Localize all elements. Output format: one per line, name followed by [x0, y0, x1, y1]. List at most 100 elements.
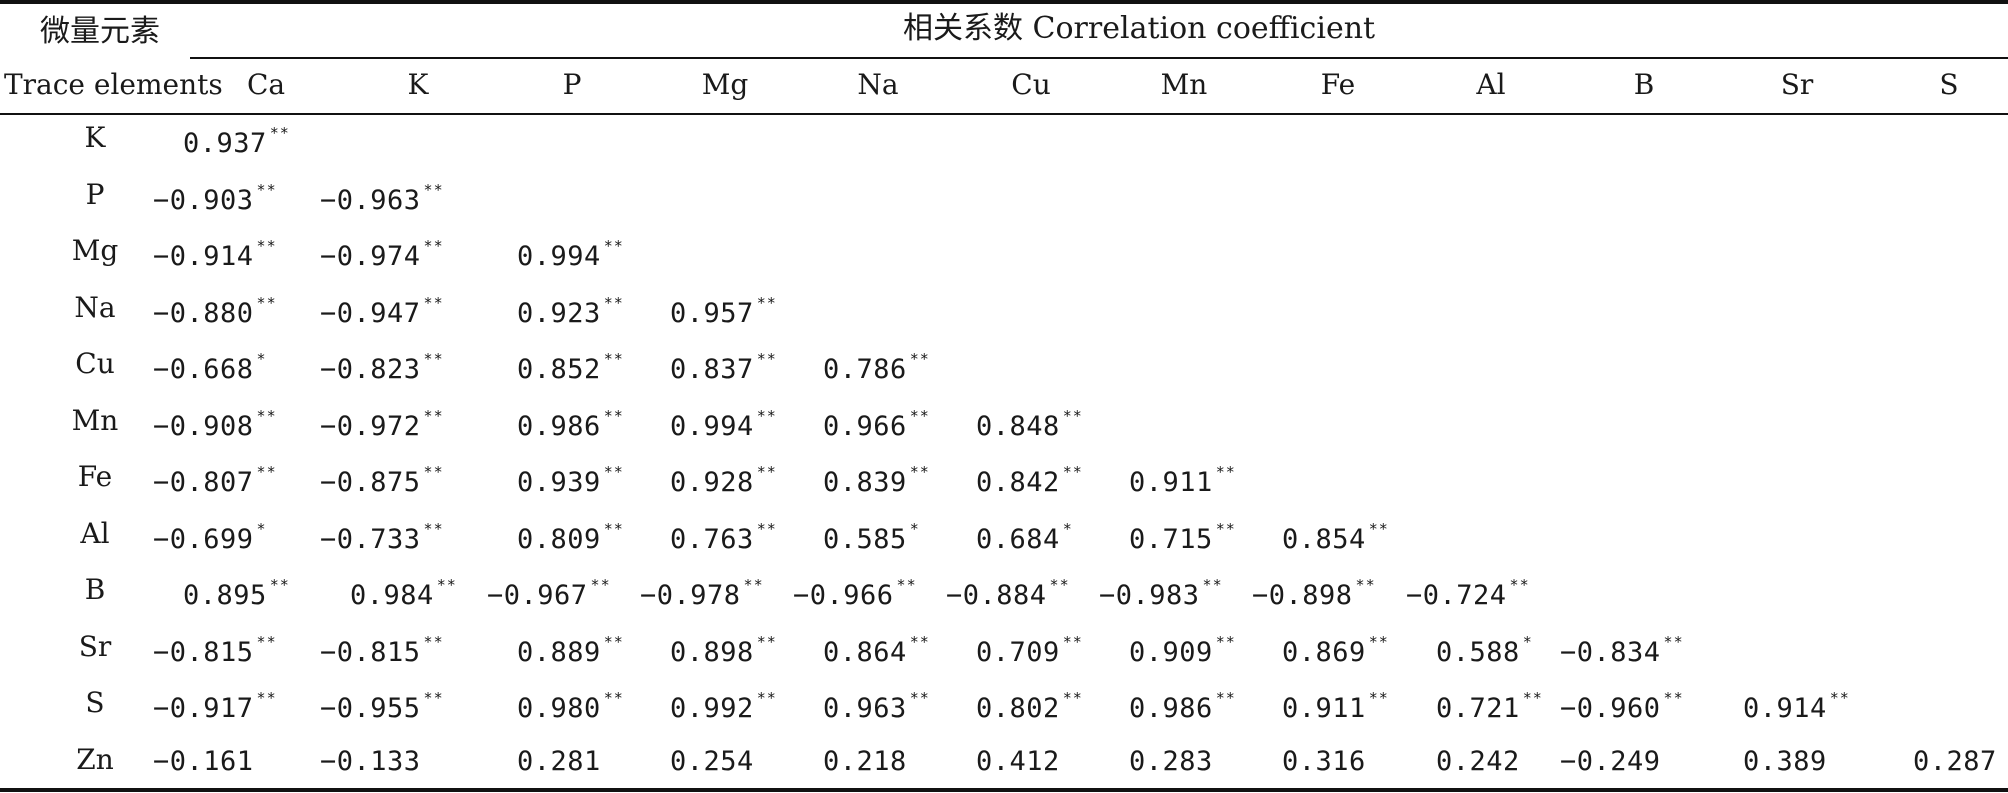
cell-value: −0.966: [793, 580, 894, 611]
cell-value: −0.884: [946, 580, 1047, 611]
cell-value: 0.218: [823, 745, 907, 777]
significance-marker: **: [756, 463, 777, 481]
cell-value: −0.249: [1560, 745, 1661, 777]
table-cell: −0.966 **: [793, 578, 917, 611]
column-header-cu: Cu: [1011, 68, 1051, 101]
cell-value: 0.242: [1436, 745, 1520, 777]
significance-marker: **: [423, 632, 444, 651]
significance-marker: **: [1215, 689, 1236, 707]
table-cell: 0.809 **: [517, 521, 624, 555]
bottom-rule: [0, 788, 2008, 792]
cell-value: −0.967: [487, 580, 588, 611]
cell-value: 0.992: [670, 693, 754, 724]
cell-value: 0.966: [823, 410, 907, 442]
cell-value: 0.283: [1129, 745, 1213, 777]
column-header-mg: Mg: [701, 68, 749, 101]
top-rule: [0, 0, 2008, 4]
cell-value: 0.928: [670, 467, 754, 498]
row-label-na: Na: [74, 290, 116, 324]
cell-value: 0.412: [976, 745, 1060, 777]
cell-value: −0.875: [320, 467, 421, 498]
table-cell: 0.980 **: [517, 691, 624, 723]
significance-marker: **: [1663, 632, 1684, 651]
cell-value: 0.316: [1282, 745, 1366, 777]
cell-value: −0.161: [153, 745, 254, 777]
significance-marker: **: [256, 180, 277, 199]
table-cell: 0.928 **: [670, 463, 777, 498]
significance-marker: **: [1062, 406, 1083, 425]
table-cell: 0.939 **: [517, 465, 624, 497]
cell-value: −0.823: [320, 354, 421, 385]
table-cell: 0.937 **: [183, 126, 290, 158]
table-cell: −0.978 **: [640, 576, 764, 611]
cell-value: 0.585: [823, 523, 907, 555]
cell-value: 0.763: [670, 523, 754, 555]
table-cell: 0.709 **: [976, 634, 1083, 666]
cell-value: −0.947: [320, 297, 421, 329]
table-cell: −0.908 **: [153, 406, 277, 440]
table-cell: 0.864 **: [823, 634, 930, 666]
table-cell: 0.911 **: [1129, 463, 1236, 497]
column-header-al: Al: [1476, 68, 1506, 101]
cell-value: −0.815: [153, 636, 254, 668]
significance-marker: **: [603, 293, 624, 312]
cell-value: 0.809: [517, 523, 601, 555]
table-cell: 0.218: [823, 748, 907, 775]
table-cell: −0.955 **: [320, 691, 444, 723]
cell-value: 0.281: [517, 745, 601, 777]
cell-value: 0.721: [1436, 693, 1520, 724]
column-header-k: K: [407, 68, 429, 101]
row-label-s: S: [85, 686, 105, 719]
table-cell: 0.986 **: [1129, 689, 1236, 724]
cell-value: 0.986: [1129, 693, 1213, 724]
cell-value: 0.909: [1129, 636, 1213, 668]
table-cell: 0.588 *: [1436, 634, 1533, 666]
row-label-sr: Sr: [78, 629, 112, 663]
table-cell: 0.389: [1743, 748, 1827, 775]
significance-marker: **: [1368, 519, 1389, 538]
significance-marker: **: [256, 406, 277, 425]
cell-value: −0.963: [320, 184, 421, 216]
cell-value: −0.733: [320, 523, 421, 555]
table-cell: −0.161: [153, 748, 254, 775]
cell-value: −0.133: [320, 745, 421, 777]
significance-marker: **: [743, 576, 764, 594]
table-cell: 0.684 *: [976, 521, 1073, 555]
row-label-zn: Zn: [76, 742, 114, 776]
cell-value: −0.807: [153, 467, 254, 498]
header-col0-en: Trace elements: [4, 68, 223, 101]
cell-value: 0.923: [517, 297, 601, 329]
table-cell: 0.986 **: [517, 406, 624, 440]
cell-value: 0.914: [1743, 693, 1827, 724]
row-label-al: Al: [80, 516, 110, 550]
cell-value: 0.287: [1913, 745, 1997, 777]
column-header-na: Na: [857, 68, 899, 101]
table-cell: 0.992 **: [670, 691, 777, 724]
table-cell: 0.869 **: [1282, 634, 1389, 666]
significance-marker: **: [423, 350, 444, 368]
significance-marker: **: [1062, 463, 1083, 481]
table-cell: −0.880 **: [153, 295, 277, 327]
cell-value: 0.254: [670, 745, 754, 777]
cell-value: −0.983: [1099, 580, 1200, 611]
table-cell: 0.763 **: [670, 521, 777, 555]
significance-marker: **: [1355, 576, 1376, 594]
table-cell: 0.287: [1913, 748, 1997, 775]
table-cell: −0.960 **: [1560, 691, 1684, 723]
table-cell: −0.733 **: [320, 521, 444, 555]
cell-value: 0.684: [976, 523, 1060, 555]
significance-marker: **: [590, 576, 611, 594]
significance-marker: **: [1509, 576, 1530, 594]
table-cell: 0.839 **: [823, 465, 930, 497]
cell-value: −0.978: [640, 580, 741, 611]
significance-marker: **: [436, 576, 457, 594]
table-cell: −0.967 **: [487, 576, 611, 611]
cell-value: −0.699: [153, 523, 254, 555]
significance-marker: **: [423, 463, 444, 481]
significance-marker: **: [1215, 463, 1236, 481]
cell-value: −0.917: [153, 693, 254, 724]
table-cell: 0.957 **: [670, 295, 777, 327]
significance-marker: *: [256, 350, 267, 368]
table-cell: −0.917 **: [153, 691, 277, 724]
significance-marker: **: [603, 406, 624, 425]
